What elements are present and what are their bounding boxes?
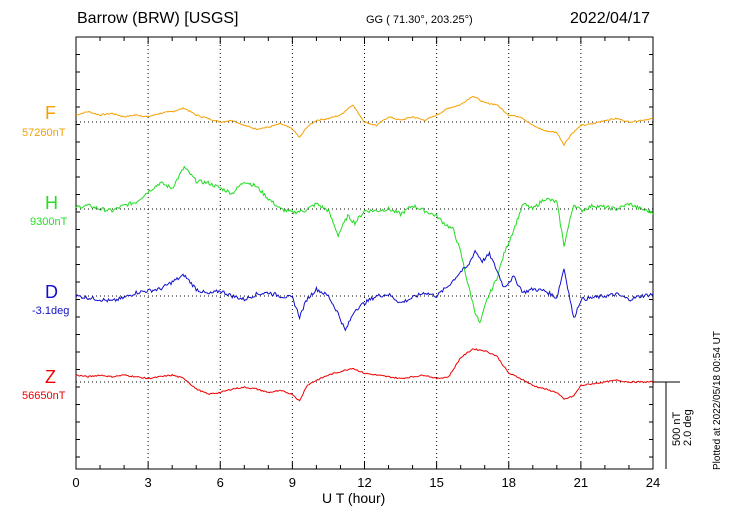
series-name-d: D bbox=[45, 282, 58, 302]
x-tick-label-24: 24 bbox=[646, 475, 660, 490]
x-tick-label-18: 18 bbox=[502, 475, 516, 490]
series-line-d bbox=[75, 249, 654, 332]
x-tick-label-9: 9 bbox=[289, 475, 296, 490]
x-tick-label-21: 21 bbox=[574, 475, 588, 490]
x-tick-label-0: 0 bbox=[72, 475, 79, 490]
scale-deg-label: 2.0 deg bbox=[682, 409, 694, 446]
axis-ticks bbox=[75, 36, 654, 469]
series-baseline-z: 56650nT bbox=[22, 390, 66, 402]
series-line-z bbox=[75, 348, 654, 402]
series-lines bbox=[75, 95, 654, 402]
scale-label: 500 nT 2.0 deg bbox=[671, 409, 694, 446]
series-line-f bbox=[75, 95, 654, 147]
x-tick-label-15: 15 bbox=[429, 475, 443, 490]
series-baseline-f: 57260nT bbox=[22, 127, 66, 139]
x-tick-label-3: 3 bbox=[145, 475, 152, 490]
series-baseline-d: -3.1deg bbox=[32, 305, 70, 317]
coordinates-label: GG ( 71.30°, 203.25°) bbox=[366, 14, 473, 26]
x-tick-labels: 0 3 6 9 12 15 18 21 24 bbox=[72, 475, 660, 490]
plotted-timestamp: Plotted at 2022/05/18 00:54 UT bbox=[712, 331, 723, 470]
series-name-z: Z bbox=[45, 367, 56, 387]
scale-bar bbox=[653, 381, 680, 469]
station-title: Barrow (BRW) [USGS] bbox=[77, 10, 239, 27]
series-name-f: F bbox=[45, 103, 56, 123]
series-baseline-h: 9300nT bbox=[30, 216, 68, 228]
series-line-h bbox=[75, 165, 654, 324]
x-tick-label-12: 12 bbox=[357, 475, 371, 490]
grid-lines bbox=[147, 37, 582, 469]
date-label: 2022/04/17 bbox=[570, 10, 651, 27]
x-tick-label-6: 6 bbox=[217, 475, 224, 490]
x-axis-label: U T (hour) bbox=[322, 490, 386, 506]
series-name-h: H bbox=[45, 193, 58, 213]
